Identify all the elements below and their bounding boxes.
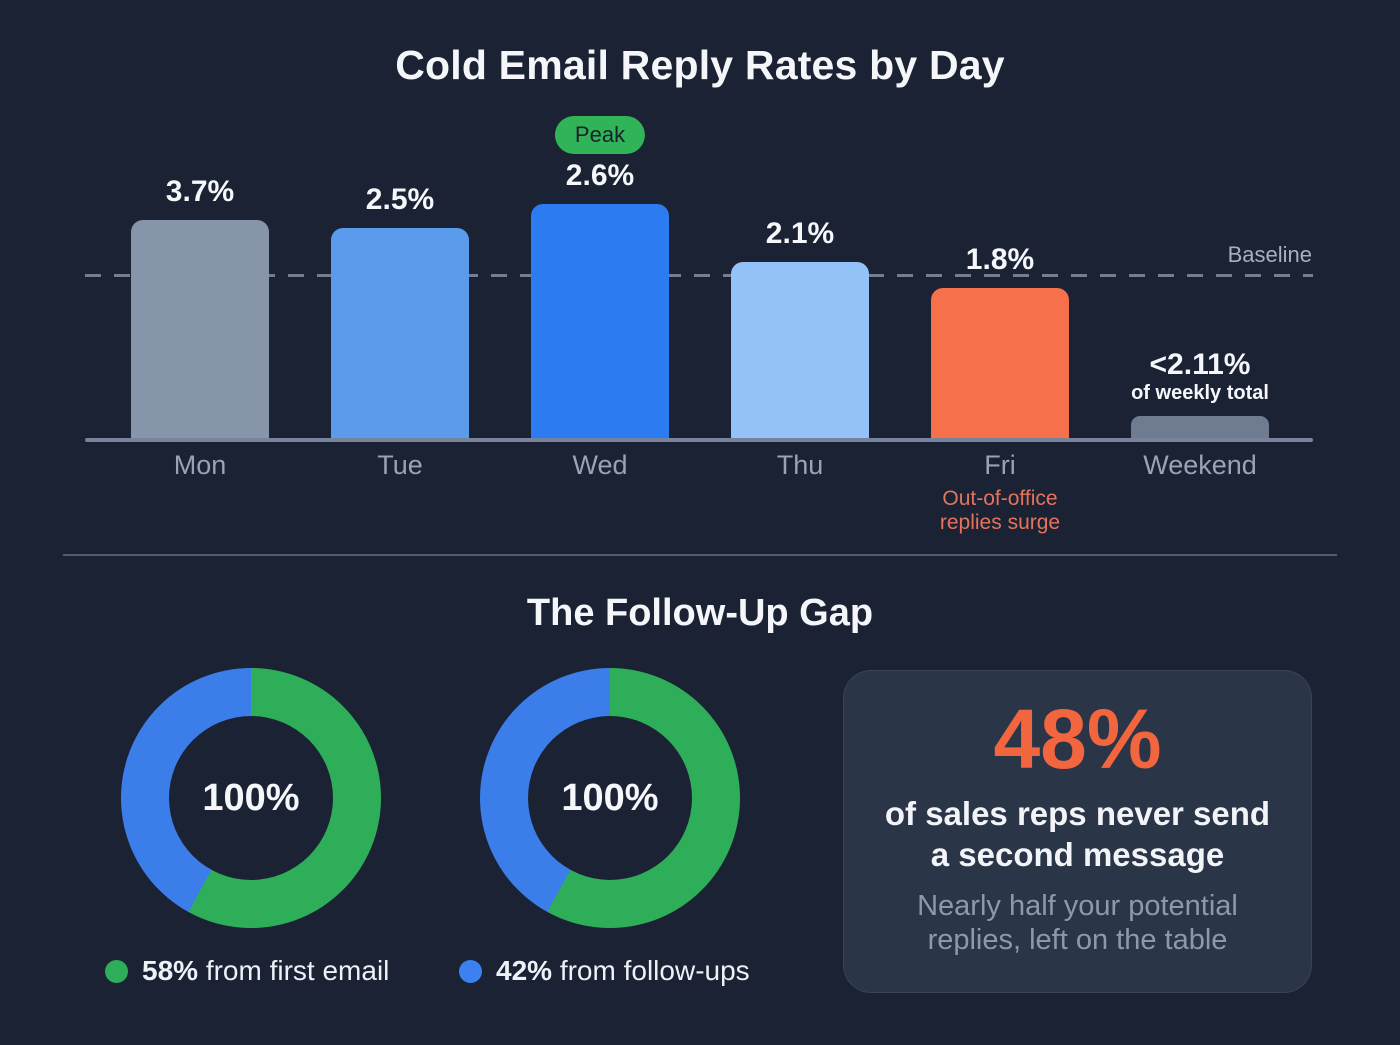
bar-group-weekend: <2.11% of weekly total xyxy=(1100,98,1300,438)
day-label: Fri xyxy=(984,450,1016,480)
legend-dot-blue xyxy=(459,959,482,983)
bar-value-label: 2.1% xyxy=(700,217,900,251)
legend-caption: from first email xyxy=(198,955,390,986)
day-column-mon: Mon xyxy=(100,450,300,480)
bar-thu xyxy=(731,262,869,438)
out-of-office-note: Out-of-office replies surge xyxy=(900,487,1100,535)
bar-value-label: <2.11% of weekly total xyxy=(1100,348,1300,405)
bar-value: 1.8% xyxy=(965,243,1035,276)
section-divider xyxy=(63,554,1337,556)
donut-hole: 100% xyxy=(528,716,692,880)
bar-chart-plot: Baseline 3.7% 2.5% 2.6% Peak 2.1% 1.8% <2.11% o… xyxy=(0,98,1400,442)
bar-weekend xyxy=(1131,416,1269,438)
bar-chart-title: Cold Email Reply Rates by Day xyxy=(395,42,1005,88)
donut-chart-first-email: 100% xyxy=(121,668,381,928)
legend-text: 42% from follow-ups xyxy=(496,955,750,987)
bar-tue xyxy=(331,228,469,438)
donut-chart-followups: 100% xyxy=(480,668,740,928)
bar-value: <2.11% xyxy=(1149,348,1251,381)
bar-wed xyxy=(531,204,669,438)
bar-value-label: 2.6% xyxy=(500,159,700,193)
stat-card-headline: of sales reps never send a second message xyxy=(885,793,1270,875)
day-column-tue: Tue xyxy=(300,450,500,480)
headline-line: of sales reps never send xyxy=(884,795,1271,832)
day-label: Tue xyxy=(377,450,423,480)
bar-group-wed: 2.6% Peak xyxy=(500,98,700,438)
peak-badge: Peak xyxy=(554,116,646,154)
bar-value: 2.6% xyxy=(565,159,635,192)
legend-dot-green xyxy=(105,959,128,983)
day-column-fri: Fri Out-of-office replies surge xyxy=(900,450,1100,535)
stat-card: 48% of sales reps never send a second mes… xyxy=(843,670,1312,993)
followup-title: The Follow-Up Gap xyxy=(526,592,874,634)
stat-card-subtext: Nearly half your potential replies, left … xyxy=(917,889,1238,957)
baseline-label: Baseline xyxy=(1227,242,1312,267)
day-label: Wed xyxy=(572,450,628,480)
day-label: Thu xyxy=(776,450,824,480)
day-column-wed: Wed xyxy=(500,450,700,480)
bar-fri xyxy=(931,288,1069,438)
legend-value: 58% xyxy=(142,955,199,986)
bar-value-label: 3.7% xyxy=(100,175,300,209)
day-column-thu: Thu xyxy=(700,450,900,480)
day-column-weekend: Weekend xyxy=(1100,450,1300,480)
legend-followups: 42% from follow-ups xyxy=(459,955,750,987)
subtext-line: Nearly half your potential xyxy=(917,890,1238,922)
bar-group-fri: 1.8% xyxy=(900,98,1100,438)
bar-value: 2.5% xyxy=(365,183,435,216)
legend-first-email: 58% from first email xyxy=(105,955,389,987)
bar-mon xyxy=(131,220,269,438)
day-label: Weekend xyxy=(1143,450,1257,480)
legend-value: 42% xyxy=(496,955,553,986)
bar-value-label: 1.8% xyxy=(900,243,1100,277)
legend-text: 58% from first email xyxy=(142,955,389,987)
donut-center-label: 100% xyxy=(561,776,659,819)
bar-group-tue: 2.5% xyxy=(300,98,500,438)
legend-caption: from follow-ups xyxy=(552,955,750,986)
bar-group-mon: 3.7% xyxy=(100,98,300,438)
bar-group-thu: 2.1% xyxy=(700,98,900,438)
stat-card-percentage: 48% xyxy=(993,692,1162,786)
bar-value-sublabel: of weekly total xyxy=(1131,382,1269,404)
donut-hole: 100% xyxy=(169,716,333,880)
donut-center-label: 100% xyxy=(202,776,300,819)
note-line: replies surge xyxy=(939,511,1061,534)
headline-line: a second message xyxy=(930,836,1225,873)
day-label: Mon xyxy=(173,450,227,480)
note-line: Out-of-office xyxy=(942,487,1058,510)
baseline-dashed-line xyxy=(85,274,1313,277)
x-axis-line xyxy=(85,438,1313,442)
subtext-line: replies, left on the table xyxy=(927,924,1228,956)
bar-value: 3.7% xyxy=(165,175,235,208)
bar-value-label: 2.5% xyxy=(300,183,500,217)
bar-value: 2.1% xyxy=(765,217,835,250)
